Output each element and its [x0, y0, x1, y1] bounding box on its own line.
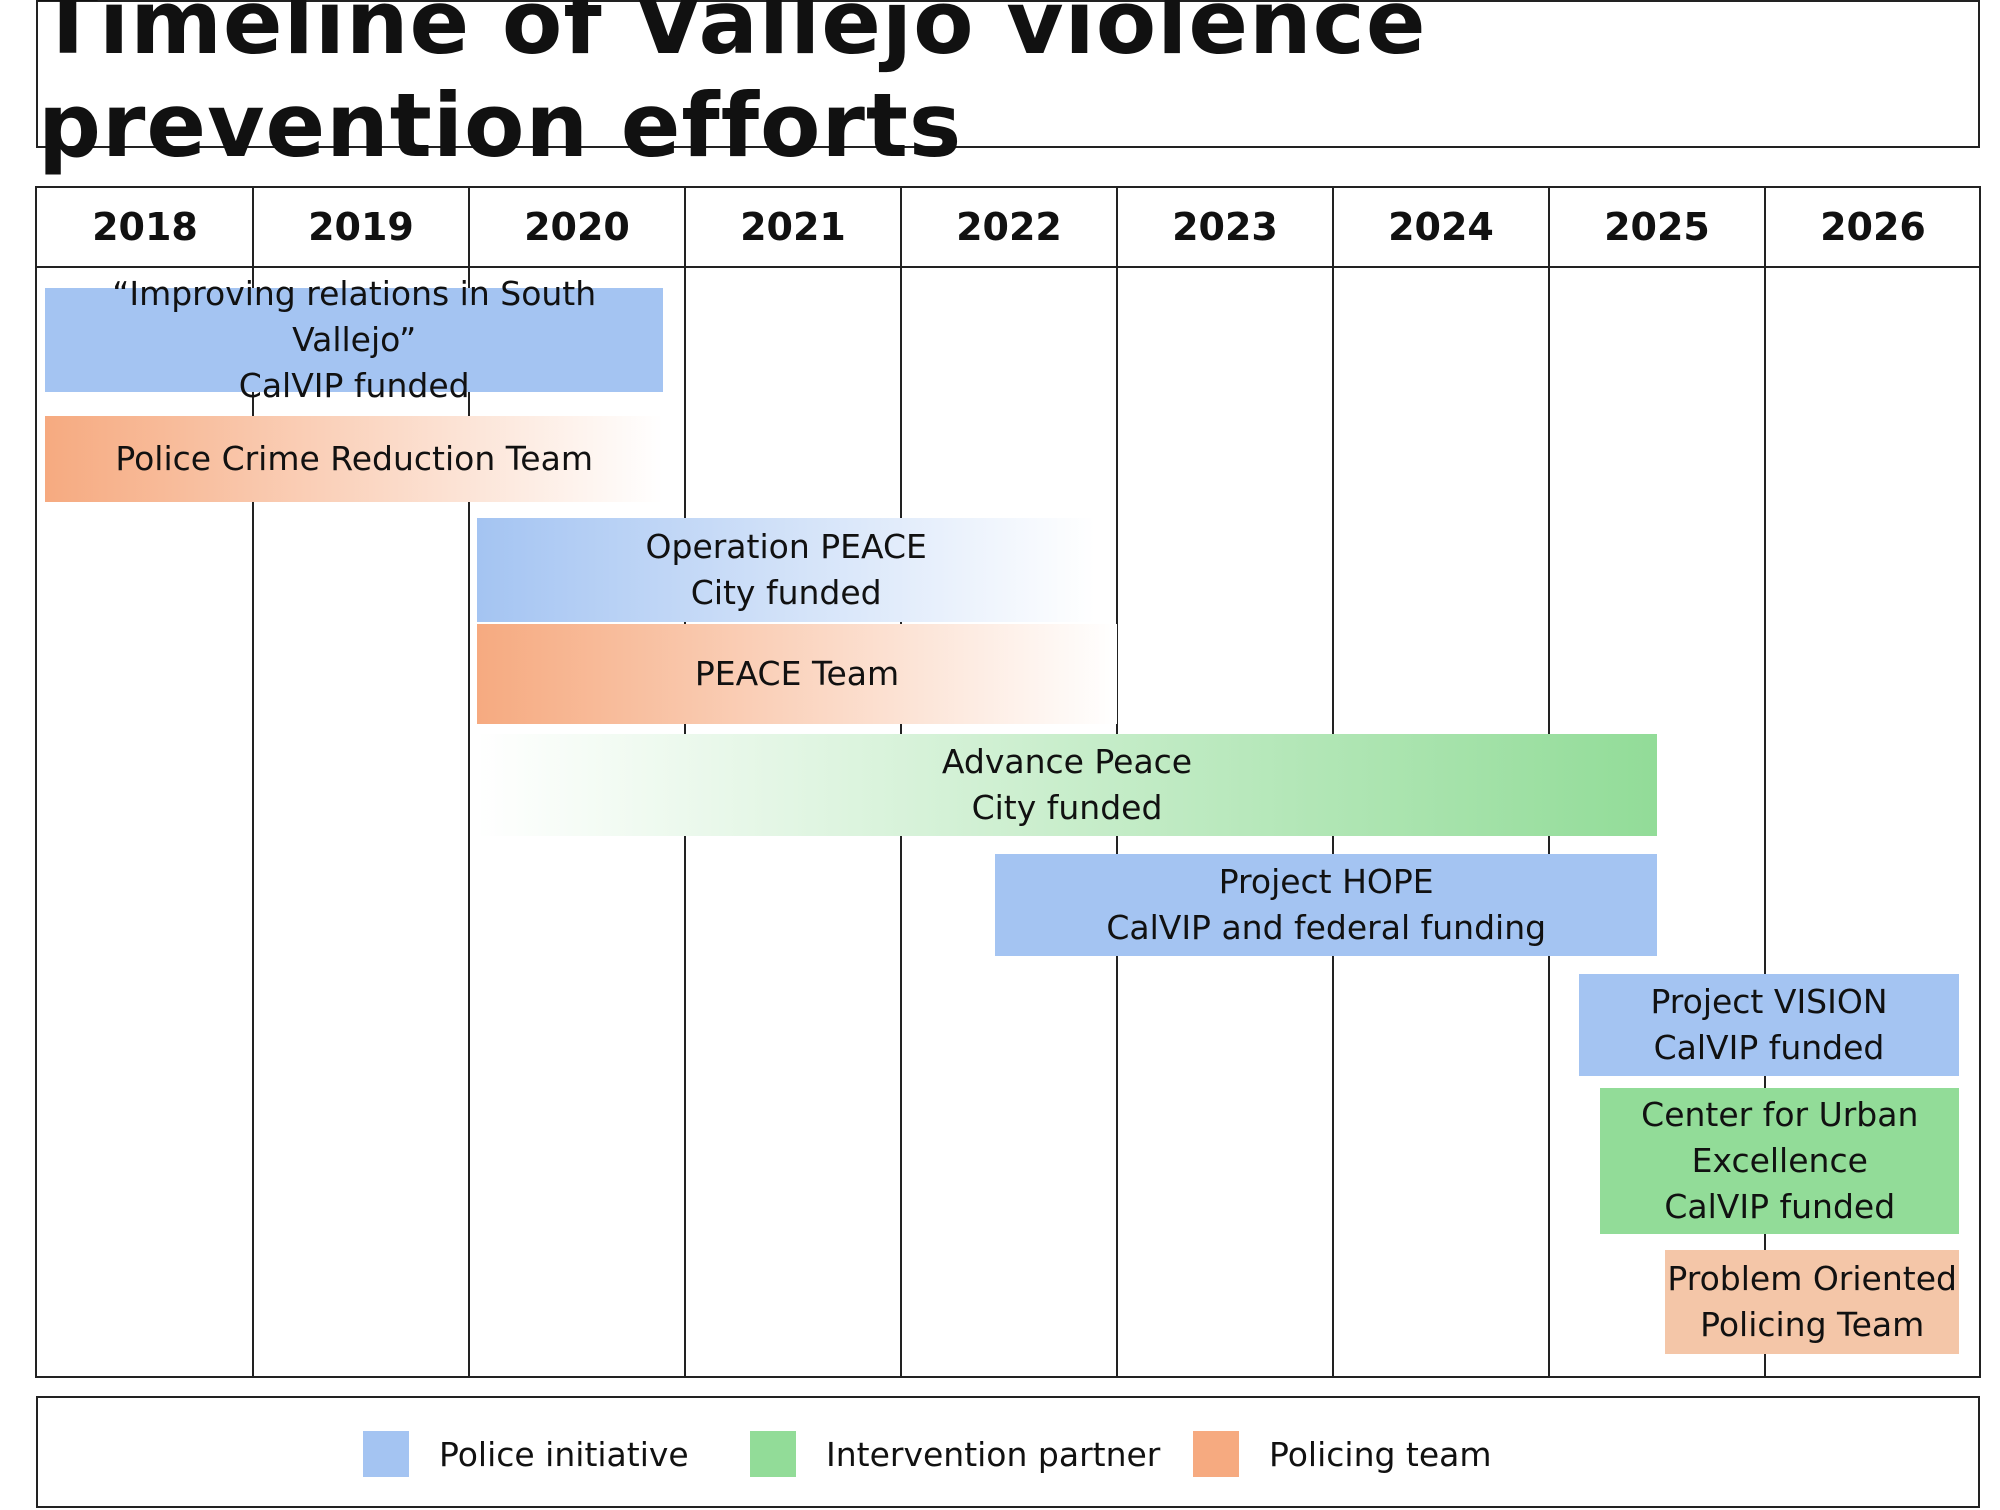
- timeline-bar: Operation PEACE City funded: [477, 518, 1096, 622]
- bar-label-line: CalVIP funded: [1664, 1187, 1896, 1226]
- year-label: 2024: [1388, 205, 1494, 249]
- bar-label: Project VISION CalVIP funded: [1650, 979, 1887, 1071]
- bar-label-line: Police Crime Reduction Team: [115, 439, 593, 478]
- timeline-bar: Center for Urban Excellence CalVIP funded: [1600, 1088, 1960, 1234]
- bar-label: PEACE Team: [695, 651, 899, 697]
- legend-label: Policing team: [1269, 1434, 1492, 1474]
- bar-label-line: Advance Peace: [941, 742, 1193, 781]
- year-label: 2026: [1820, 205, 1926, 249]
- bar-label-line: “Improving relations in South Vallejo”: [112, 274, 597, 359]
- bar-label: Center for Urban Excellence CalVIP funded: [1641, 1092, 1918, 1230]
- bar-label: Advance Peace City funded: [942, 739, 1192, 831]
- timeline-bar: PEACE Team: [477, 624, 1117, 724]
- timeline-bar: Police Crime Reduction Team: [45, 416, 664, 502]
- legend-item: Intervention partner: [750, 1398, 1160, 1510]
- year-label: 2018: [92, 205, 198, 249]
- timeline-bar: Advance Peace City funded: [477, 734, 1657, 836]
- page-title: Timeline of Vallejo violence prevention …: [38, 0, 1427, 177]
- bar-label-line: Project VISION: [1650, 982, 1888, 1021]
- legend-label: Police initiative: [439, 1434, 689, 1474]
- year-divider: [1764, 188, 1766, 1376]
- bar-label: Problem Oriented Policing Team: [1667, 1256, 1957, 1348]
- timeline-bar: Project HOPE CalVIP and federal funding: [995, 854, 1657, 956]
- timeline-bar: Project VISION CalVIP funded: [1578, 974, 1960, 1076]
- bar-label-line: Operation PEACE: [645, 527, 927, 566]
- timeline-bar: Problem Oriented Policing Team: [1665, 1250, 1960, 1354]
- legend: Police initiative Intervention partner Pol…: [36, 1396, 1980, 1508]
- year-label: 2020: [524, 205, 630, 249]
- timeline-grid: 2018 2019 2020 2021 2022 2023 2024 2025 2026 “Im…: [35, 186, 1981, 1378]
- bar-label: Project HOPE CalVIP and federal funding: [1106, 859, 1546, 951]
- bar-label-line: Problem Oriented: [1667, 1259, 1957, 1298]
- year-label: 2021: [740, 205, 846, 249]
- bar-label-line: CalVIP funded: [1653, 1028, 1885, 1067]
- bar-label: “Improving relations in South Vallejo” Ca…: [45, 271, 663, 409]
- bar-label-line: CalVIP funded: [238, 366, 470, 405]
- year-label: 2022: [956, 205, 1062, 249]
- year-label: 2025: [1604, 205, 1710, 249]
- legend-swatch: [750, 1431, 796, 1477]
- legend-item: Police initiative: [363, 1398, 689, 1510]
- timeline-bar: “Improving relations in South Vallejo” Ca…: [45, 274, 664, 405]
- year-header-row: 2018 2019 2020 2021 2022 2023 2024 2025 2026: [37, 188, 1979, 268]
- year-label: 2023: [1172, 205, 1278, 249]
- legend-label: Intervention partner: [826, 1434, 1161, 1474]
- legend-swatch: [1193, 1431, 1239, 1477]
- bar-label: Police Crime Reduction Team: [115, 436, 593, 482]
- bar-label: Operation PEACE City funded: [646, 524, 927, 616]
- bar-label-line: Policing Team: [1700, 1305, 1925, 1344]
- bar-label-line: Excellence: [1691, 1141, 1868, 1180]
- bar-label-line: PEACE Team: [694, 654, 900, 693]
- legend-item: Policing team: [1193, 1398, 1492, 1510]
- bar-label-line: Center for Urban: [1641, 1095, 1919, 1134]
- year-divider: [468, 188, 470, 1376]
- bar-label-line: City funded: [690, 573, 882, 612]
- title-box: Timeline of Vallejo violence prevention …: [36, 0, 1980, 177]
- bar-label-line: Project HOPE: [1218, 862, 1434, 901]
- bar-label-line: CalVIP and federal funding: [1106, 908, 1547, 947]
- year-label: 2019: [308, 205, 414, 249]
- legend-swatch: [363, 1431, 409, 1477]
- bar-label-line: City funded: [971, 788, 1163, 827]
- year-divider: [252, 188, 254, 1376]
